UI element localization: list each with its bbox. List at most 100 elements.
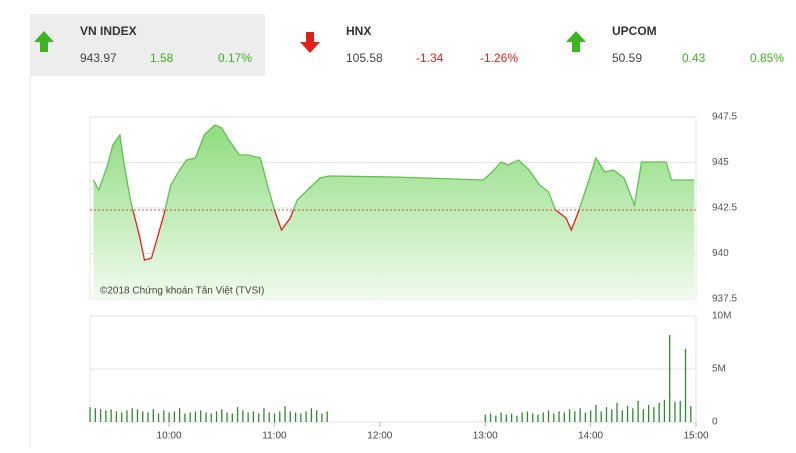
volume-bar — [632, 408, 634, 422]
volume-bar — [89, 407, 91, 422]
ticker-selected-bg — [30, 14, 265, 76]
volume-bar — [136, 409, 139, 422]
volume-bar — [284, 406, 286, 422]
volume-bar — [110, 409, 112, 422]
y-tick-label: 0 — [712, 417, 718, 428]
volume-bar — [236, 407, 239, 422]
volume-bar — [674, 401, 676, 422]
x-tick-label: 10:00 — [157, 431, 182, 442]
volume-bar — [568, 409, 571, 422]
volume-bar — [142, 411, 144, 422]
volume-bar — [147, 412, 149, 422]
volume-bar — [642, 409, 645, 422]
ticker-percent: -1.26% — [480, 51, 518, 65]
price-area — [93, 125, 695, 299]
ticker-value: 50.59 — [612, 51, 642, 65]
volume-bar — [532, 413, 534, 422]
volume-bar — [157, 413, 160, 422]
volume-bar — [247, 412, 249, 422]
price-line-below — [132, 210, 580, 261]
volume-bar — [500, 412, 502, 422]
volume-bar — [542, 412, 544, 422]
volume-bar — [231, 413, 233, 422]
volume-bar — [595, 405, 597, 422]
ticker-arrow — [300, 32, 320, 53]
volume-bar — [121, 412, 123, 422]
volume-bar — [242, 410, 244, 422]
x-tick-label: 13:00 — [473, 431, 498, 442]
volume-bar — [663, 399, 666, 422]
volume-bar — [605, 407, 608, 422]
ticker-change: 1.58 — [150, 51, 174, 65]
y-tick-label: 945 — [712, 157, 729, 168]
volume-bar — [621, 410, 623, 422]
price-line — [92, 124, 695, 211]
volume-bar — [205, 412, 207, 422]
ticker-percent: 0.17% — [218, 51, 252, 65]
volume-bar — [210, 413, 212, 422]
volume-bar — [131, 408, 133, 422]
volume-bar — [184, 413, 186, 422]
volume-bar — [268, 412, 270, 422]
x-tick-label: 15:00 — [683, 431, 708, 442]
volume-bar — [279, 411, 281, 422]
annotation: ©2018 Chứng khoán Tân Việt (TVSI) — [100, 286, 264, 297]
volume-bar — [189, 412, 191, 422]
volume-bar — [221, 409, 223, 422]
volume-bar — [584, 412, 587, 422]
ticker-name: UPCOM — [612, 24, 657, 38]
volume-bar — [553, 413, 555, 422]
ticker-arrow — [34, 31, 54, 52]
volume-bar — [495, 415, 497, 422]
volume-bar — [669, 335, 671, 422]
volume-bar — [99, 409, 102, 422]
x-tick-label: 14:00 — [578, 431, 603, 442]
ticker-percent: 0.85% — [750, 51, 784, 65]
volume-bar — [579, 408, 581, 422]
volume-bar — [126, 410, 128, 422]
volume-bar — [294, 412, 297, 422]
volume-bar — [510, 413, 513, 422]
volume-bar — [505, 414, 507, 422]
volume-bar — [516, 415, 518, 422]
ticker-arrow — [566, 31, 586, 52]
volume-bar — [289, 411, 291, 422]
x-tick-label: 12:00 — [367, 431, 392, 442]
volume-bar — [574, 411, 576, 422]
y-tick-label: 942.5 — [712, 203, 737, 214]
volume-bar — [194, 411, 197, 422]
volume-bar — [600, 411, 602, 422]
x-tick-label: 11:00 — [262, 431, 287, 442]
volume-bar — [200, 410, 202, 422]
volume-bar — [484, 414, 486, 422]
volume-bar — [537, 414, 539, 422]
volume-bar — [626, 406, 629, 422]
volume-bar — [315, 410, 318, 422]
volume-bar — [558, 411, 560, 422]
volume-bar — [526, 411, 529, 422]
volume-bar — [653, 407, 655, 422]
volume-bar — [679, 400, 681, 422]
volume-bar — [263, 408, 265, 422]
y-tick-label: 10M — [712, 311, 731, 322]
ticker-value: 943.97 — [80, 51, 117, 65]
volume-bar — [326, 411, 328, 422]
ticker-name: VN INDEX — [80, 24, 137, 38]
volume-bar — [94, 408, 96, 422]
volume-bar — [168, 412, 170, 422]
volume-bar — [521, 412, 523, 422]
ticker-change: 0.43 — [682, 51, 706, 65]
ticker-value: 105.58 — [346, 51, 383, 65]
volume-bar — [115, 411, 118, 422]
volume-bar — [658, 402, 660, 422]
volume-bar — [547, 410, 550, 422]
y-tick-label: 937.5 — [712, 294, 737, 305]
volume-bar — [173, 411, 176, 422]
ticker-name: HNX — [346, 24, 371, 38]
y-tick-label: 947.5 — [712, 112, 737, 123]
volume-bar — [252, 411, 255, 422]
volume-bar — [310, 408, 313, 422]
volume-bar — [563, 412, 565, 422]
volume-bar — [105, 410, 107, 422]
